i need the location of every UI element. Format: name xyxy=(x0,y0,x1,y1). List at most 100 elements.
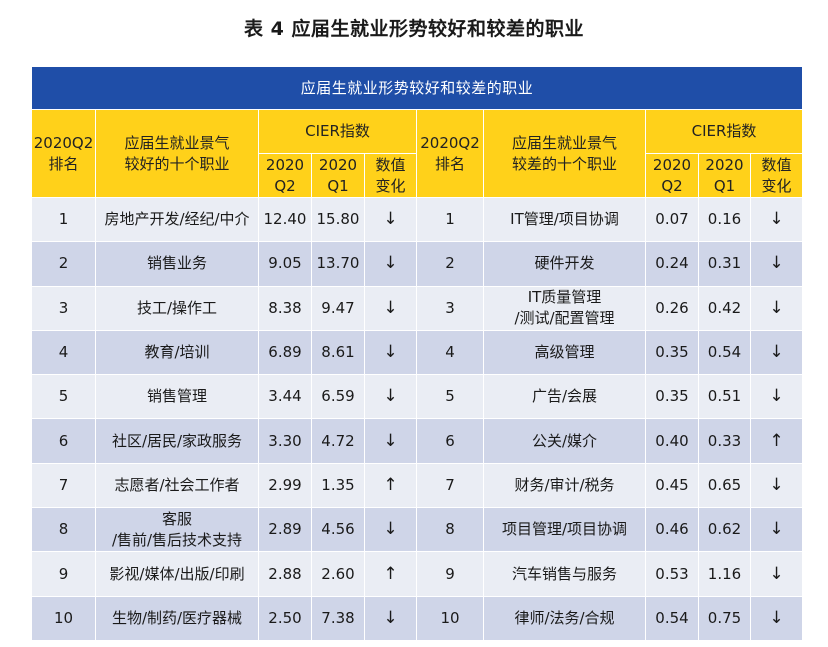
table-row: 6 社区/居民/家政服务 3.30 4.72 ↓ 6 公关/媒介 0.40 0.33 ↑ xyxy=(31,418,804,464)
change-arrow-cell: ↓ xyxy=(749,374,804,420)
rank-cell: 9 xyxy=(416,551,484,597)
jobs-table: 应届生就业形势较好和较差的职业 2020Q2 排名 应届生就业景气 较好的十个职业 … xyxy=(30,66,804,641)
change-arrow-icon: ↓ xyxy=(769,607,784,628)
q1-value-cell: 0.31 xyxy=(698,241,751,287)
job-good-cell: 房地产开发/经纪/中介 xyxy=(95,196,259,243)
q1-value-cell: 0.33 xyxy=(698,418,751,464)
q1-value-cell: 8.61 xyxy=(311,329,365,376)
table-caption: 表 4 应届生就业形势较好和较差的职业 xyxy=(244,18,584,40)
job-bad-cell: 硬件开发 xyxy=(483,241,646,287)
change-arrow-icon: ↓ xyxy=(383,297,398,318)
q2-value-cell: 0.45 xyxy=(645,462,699,509)
change-arrow-cell: ↑ xyxy=(364,551,417,597)
header-q2-right: 2020 Q2 xyxy=(645,153,699,198)
job-bad-cell: 高级管理 xyxy=(483,329,646,376)
change-arrow-icon: ↓ xyxy=(769,519,784,540)
q1-value-cell: 1.16 xyxy=(698,551,751,597)
change-arrow-icon: ↓ xyxy=(383,209,398,230)
change-arrow-cell: ↓ xyxy=(364,196,417,243)
change-arrow-cell: ↓ xyxy=(364,329,417,376)
change-arrow-cell: ↓ xyxy=(364,418,417,464)
job-good-cell: 生物/制药/医疗器械 xyxy=(95,595,259,641)
table-row: 10 生物/制药/医疗器械 2.50 7.38 ↓ 10 律师/法务/合规 0.54 0.75 ↓ xyxy=(31,595,804,641)
q1-value-cell: 2.60 xyxy=(311,551,365,597)
q1-value-cell: 0.42 xyxy=(698,285,751,331)
header-q2-left: 2020 Q2 xyxy=(258,153,312,198)
rank-cell: 6 xyxy=(416,418,484,464)
q1-value-cell: 13.70 xyxy=(311,241,365,287)
change-arrow-icon: ↑ xyxy=(383,563,398,584)
q1-value-cell: 15.80 xyxy=(311,196,365,243)
rank-cell: 1 xyxy=(31,196,96,243)
rank-cell: 5 xyxy=(31,374,96,420)
change-arrow-icon: ↓ xyxy=(769,253,784,274)
q2-value-cell: 0.26 xyxy=(645,285,699,331)
header-rank-right: 2020Q2 排名 xyxy=(416,109,484,198)
job-bad-cell: 广告/会展 xyxy=(483,374,646,420)
header-jobs-bad: 应届生就业景气 较差的十个职业 xyxy=(483,109,646,198)
job-bad-cell: 公关/媒介 xyxy=(483,418,646,464)
header-rank-left: 2020Q2 排名 xyxy=(31,109,96,198)
change-arrow-cell: ↓ xyxy=(364,507,417,553)
change-arrow-icon: ↓ xyxy=(769,563,784,584)
rank-cell: 10 xyxy=(416,595,484,641)
change-arrow-cell: ↓ xyxy=(749,551,804,597)
q2-value-cell: 9.05 xyxy=(258,241,312,287)
job-good-cell: 教育/培训 xyxy=(95,329,259,376)
q1-value-cell: 0.62 xyxy=(698,507,751,553)
rank-cell: 9 xyxy=(31,551,96,597)
job-bad-cell: IT管理/项目协调 xyxy=(483,196,646,243)
header-jobs-good: 应届生就业景气 较好的十个职业 xyxy=(95,109,259,198)
header-cier-right: CIER指数 xyxy=(644,109,804,154)
rank-cell: 3 xyxy=(31,285,96,331)
change-arrow-cell: ↓ xyxy=(749,462,804,509)
job-bad-cell: IT质量管理/测试/配置管理 xyxy=(483,285,646,331)
change-arrow-cell: ↓ xyxy=(364,241,417,287)
q1-value-cell: 0.75 xyxy=(698,595,751,641)
table-row: 2 销售业务 9.05 13.70 ↓ 2 硬件开发 0.24 0.31 ↓ xyxy=(31,241,804,287)
header-q1-right: 2020 Q1 xyxy=(698,153,751,198)
q1-value-cell: 0.54 xyxy=(698,329,751,376)
q1-value-cell: 7.38 xyxy=(311,595,365,641)
rank-cell: 7 xyxy=(31,462,96,509)
job-good-cell: 社区/居民/家政服务 xyxy=(95,418,259,464)
q1-value-cell: 1.35 xyxy=(311,462,365,509)
q2-value-cell: 0.07 xyxy=(645,196,699,243)
change-arrow-cell: ↓ xyxy=(749,196,804,243)
rank-cell: 4 xyxy=(416,329,484,376)
table-row: 7 志愿者/社会工作者 2.99 1.35 ↑ 7 财务/审计/税务 0.45 0.65 ↓ xyxy=(31,462,804,509)
change-arrow-cell: ↑ xyxy=(749,418,804,464)
table-row: 5 销售管理 3.44 6.59 ↓ 5 广告/会展 0.35 0.51 ↓ xyxy=(31,374,804,420)
change-arrow-icon: ↓ xyxy=(383,386,398,407)
table-row: 8 客服/售前/售后技术支持 2.89 4.56 ↓ 8 项目管理/项目协调 0.46 0.62… xyxy=(31,507,804,553)
q2-value-cell: 0.46 xyxy=(645,507,699,553)
header-change-left: 数值 变化 xyxy=(364,153,417,198)
header-change-right: 数值 变化 xyxy=(749,153,804,198)
rank-cell: 10 xyxy=(31,595,96,641)
job-good-cell: 影视/媒体/出版/印刷 xyxy=(95,551,259,597)
table-row: 9 影视/媒体/出版/印刷 2.88 2.60 ↑ 9 汽车销售与服务 0.53 1.16 ↓ xyxy=(31,551,804,597)
change-arrow-icon: ↓ xyxy=(769,297,784,318)
rank-cell: 3 xyxy=(416,285,484,331)
change-arrow-cell: ↓ xyxy=(749,329,804,376)
rank-cell: 4 xyxy=(31,329,96,376)
q2-value-cell: 0.53 xyxy=(645,551,699,597)
q2-value-cell: 0.35 xyxy=(645,374,699,420)
change-arrow-cell: ↓ xyxy=(364,374,417,420)
change-arrow-cell: ↓ xyxy=(749,241,804,287)
q1-value-cell: 4.56 xyxy=(311,507,365,553)
job-good-cell: 销售业务 xyxy=(95,241,259,287)
change-arrow-icon: ↓ xyxy=(383,519,398,540)
change-arrow-cell: ↓ xyxy=(364,595,417,641)
rank-cell: 8 xyxy=(416,507,484,553)
change-arrow-icon: ↓ xyxy=(769,342,784,363)
rank-cell: 1 xyxy=(416,196,484,243)
q2-value-cell: 0.35 xyxy=(645,329,699,376)
change-arrow-cell: ↓ xyxy=(364,285,417,331)
change-arrow-icon: ↑ xyxy=(383,474,398,495)
rank-cell: 7 xyxy=(416,462,484,509)
q2-value-cell: 8.38 xyxy=(258,285,312,331)
job-good-cell: 技工/操作工 xyxy=(95,285,259,331)
table-title: 应届生就业形势较好和较差的职业 xyxy=(30,66,804,110)
table-row: 4 教育/培训 6.89 8.61 ↓ 4 高级管理 0.35 0.54 ↓ xyxy=(31,329,804,376)
